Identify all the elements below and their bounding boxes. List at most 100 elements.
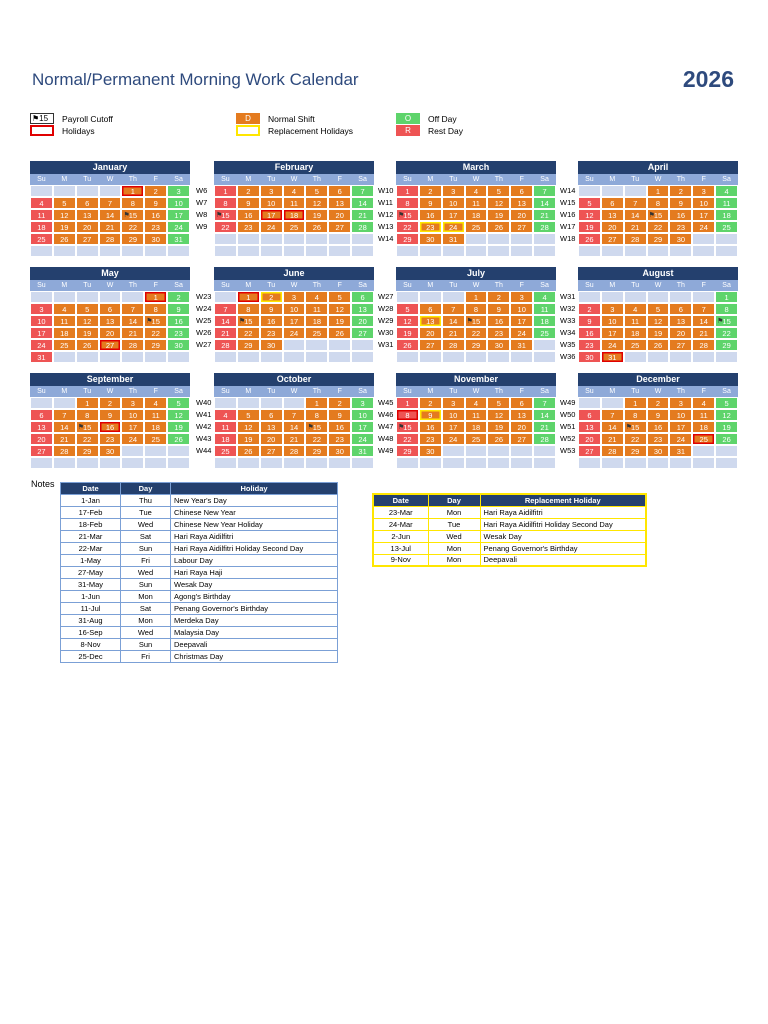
day-cell[interactable]: 13 xyxy=(75,209,99,221)
day-cell[interactable]: 7 xyxy=(282,409,306,421)
day-cell[interactable]: 15 xyxy=(121,209,145,221)
day-cell[interactable]: 7 xyxy=(351,185,375,197)
day-cell[interactable]: 6 xyxy=(510,185,534,197)
day-cell[interactable]: 16 xyxy=(578,327,601,339)
day-cell[interactable]: 6 xyxy=(328,185,352,197)
day-cell[interactable]: 27 xyxy=(510,221,534,233)
day-cell[interactable]: 12 xyxy=(396,315,419,327)
day-cell[interactable]: 28 xyxy=(600,445,624,457)
day-cell[interactable]: 16 xyxy=(418,421,442,433)
day-cell[interactable]: 21 xyxy=(52,433,76,445)
day-cell[interactable]: 14 xyxy=(533,409,557,421)
day-cell[interactable]: 18 xyxy=(282,209,306,221)
day-cell[interactable]: 4 xyxy=(623,303,647,315)
day-cell[interactable]: 6 xyxy=(351,291,375,303)
day-cell[interactable]: 16 xyxy=(144,209,168,221)
day-cell[interactable]: 10 xyxy=(282,303,306,315)
day-cell[interactable]: 11 xyxy=(692,409,716,421)
day-cell[interactable]: 19 xyxy=(305,209,329,221)
day-cell[interactable]: 9 xyxy=(236,197,260,209)
day-cell[interactable]: 14 xyxy=(600,421,624,433)
day-cell[interactable]: 16 xyxy=(98,421,122,433)
day-cell[interactable]: 23 xyxy=(144,221,168,233)
day-cell[interactable]: 11 xyxy=(214,421,237,433)
day-cell[interactable]: 10 xyxy=(30,315,53,327)
day-cell[interactable]: 12 xyxy=(305,197,329,209)
day-cell[interactable]: 23 xyxy=(418,221,442,233)
day-cell[interactable]: 20 xyxy=(98,327,122,339)
day-cell[interactable]: 24 xyxy=(121,433,145,445)
day-cell[interactable]: 8 xyxy=(236,303,260,315)
day-cell[interactable]: 20 xyxy=(259,433,283,445)
day-cell[interactable]: 25 xyxy=(144,433,168,445)
day-cell[interactable]: 23 xyxy=(418,433,442,445)
day-cell[interactable]: 11 xyxy=(464,197,488,209)
day-cell[interactable]: 27 xyxy=(259,445,283,457)
day-cell[interactable]: 31 xyxy=(600,351,624,363)
day-cell[interactable]: 30 xyxy=(646,445,670,457)
day-cell[interactable]: 17 xyxy=(669,421,693,433)
day-cell[interactable]: 15 xyxy=(623,421,647,433)
day-cell[interactable]: 13 xyxy=(30,421,53,433)
day-cell[interactable]: 18 xyxy=(144,421,168,433)
day-cell[interactable]: 24 xyxy=(669,433,693,445)
day-cell[interactable]: 27 xyxy=(98,339,122,351)
day-cell[interactable]: 15 xyxy=(396,421,419,433)
day-cell[interactable]: 6 xyxy=(669,303,693,315)
day-cell[interactable]: 11 xyxy=(282,197,306,209)
day-cell[interactable]: 19 xyxy=(487,209,511,221)
day-cell[interactable]: 8 xyxy=(305,409,329,421)
day-cell[interactable]: 16 xyxy=(646,421,670,433)
day-cell[interactable]: 19 xyxy=(328,315,352,327)
day-cell[interactable]: 5 xyxy=(52,197,76,209)
day-cell[interactable]: 28 xyxy=(533,221,557,233)
day-cell[interactable]: 13 xyxy=(351,303,375,315)
day-cell[interactable]: 10 xyxy=(692,197,716,209)
day-cell[interactable]: 3 xyxy=(167,185,191,197)
day-cell[interactable]: 3 xyxy=(441,397,465,409)
day-cell[interactable]: 21 xyxy=(121,327,145,339)
day-cell[interactable]: 17 xyxy=(259,209,283,221)
day-cell[interactable]: 25 xyxy=(464,221,488,233)
day-cell[interactable]: 22 xyxy=(715,327,739,339)
day-cell[interactable]: 3 xyxy=(30,303,53,315)
day-cell[interactable]: 16 xyxy=(669,209,693,221)
day-cell[interactable]: 17 xyxy=(510,315,534,327)
day-cell[interactable]: 2 xyxy=(236,185,260,197)
day-cell[interactable]: 17 xyxy=(282,315,306,327)
day-cell[interactable]: 22 xyxy=(121,221,145,233)
day-cell[interactable]: 5 xyxy=(646,303,670,315)
day-cell[interactable]: 10 xyxy=(121,409,145,421)
day-cell[interactable]: 4 xyxy=(692,397,716,409)
day-cell[interactable]: 21 xyxy=(692,327,716,339)
day-cell[interactable]: 23 xyxy=(646,433,670,445)
day-cell[interactable]: 12 xyxy=(487,197,511,209)
day-cell[interactable]: 30 xyxy=(98,445,122,457)
day-cell[interactable]: 23 xyxy=(669,221,693,233)
day-cell[interactable]: 8 xyxy=(646,197,670,209)
day-cell[interactable]: 29 xyxy=(305,445,329,457)
day-cell[interactable]: 2 xyxy=(418,397,442,409)
day-cell[interactable]: 17 xyxy=(600,327,624,339)
day-cell[interactable]: 14 xyxy=(98,209,122,221)
day-cell[interactable]: 24 xyxy=(282,327,306,339)
day-cell[interactable]: 29 xyxy=(121,233,145,245)
day-cell[interactable]: 20 xyxy=(669,327,693,339)
day-cell[interactable]: 11 xyxy=(623,315,647,327)
day-cell[interactable]: 1 xyxy=(121,185,145,197)
day-cell[interactable]: 21 xyxy=(623,221,647,233)
day-cell[interactable]: 7 xyxy=(441,303,465,315)
day-cell[interactable]: 13 xyxy=(418,315,442,327)
day-cell[interactable]: 8 xyxy=(75,409,99,421)
day-cell[interactable]: 16 xyxy=(167,315,191,327)
day-cell[interactable]: 3 xyxy=(669,397,693,409)
day-cell[interactable]: 20 xyxy=(578,433,601,445)
day-cell[interactable]: 2 xyxy=(328,397,352,409)
day-cell[interactable]: 18 xyxy=(52,327,76,339)
day-cell[interactable]: 12 xyxy=(715,409,739,421)
day-cell[interactable]: 22 xyxy=(646,221,670,233)
day-cell[interactable]: 5 xyxy=(578,197,601,209)
day-cell[interactable]: 11 xyxy=(305,303,329,315)
day-cell[interactable]: 3 xyxy=(259,185,283,197)
day-cell[interactable]: 12 xyxy=(167,409,191,421)
